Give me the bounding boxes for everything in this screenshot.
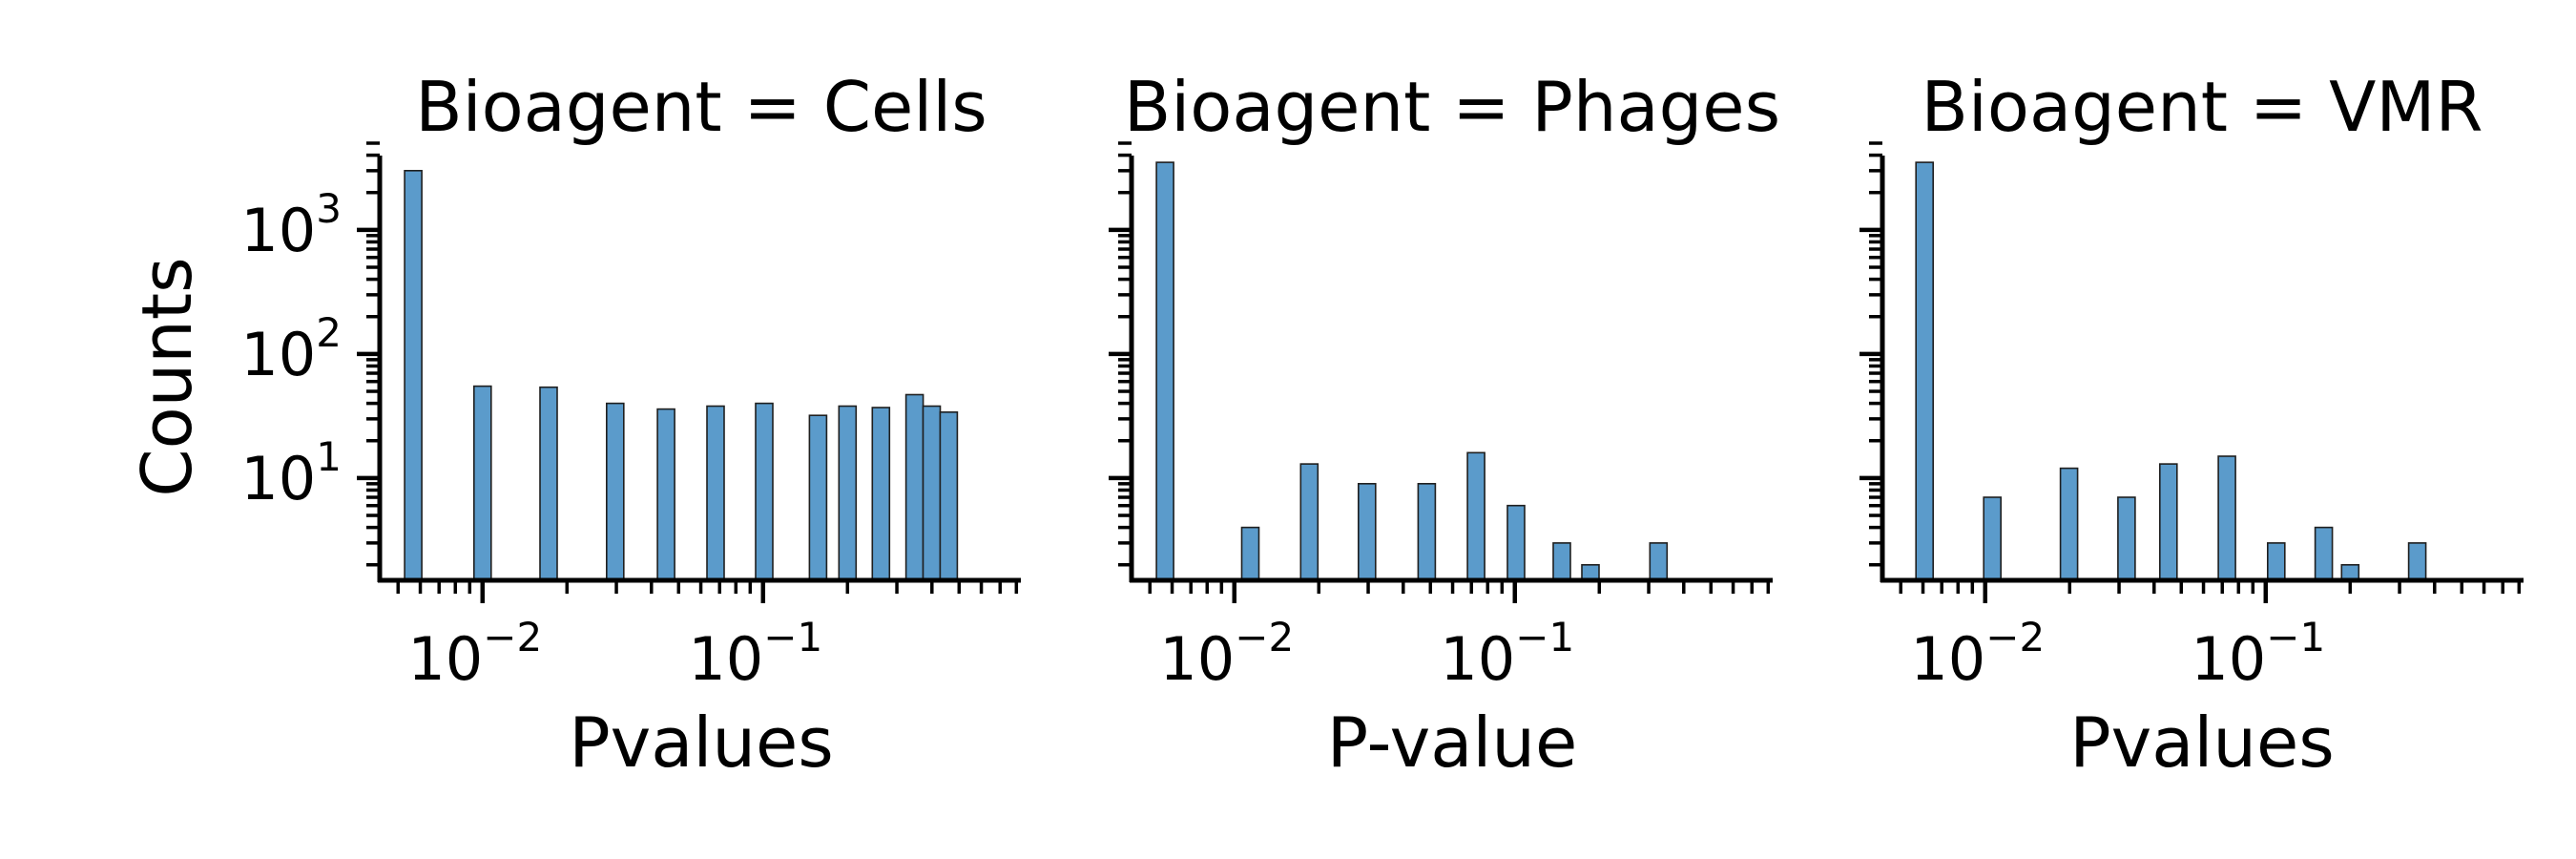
facet-title: Bioagent = Phages bbox=[1124, 67, 1780, 147]
histogram-bar bbox=[1649, 542, 1669, 581]
y-tick-label: 102 bbox=[240, 309, 342, 389]
histogram-bar bbox=[904, 393, 924, 581]
histogram-bar bbox=[2314, 526, 2334, 581]
y-axis-label: Counts bbox=[127, 257, 207, 496]
histogram-bar bbox=[755, 402, 774, 581]
plot-area: 10−2 10−1 bbox=[1859, 141, 2524, 694]
x-tick-label: 10−1 bbox=[2191, 614, 2325, 694]
x-tick-label: 10−2 bbox=[1159, 614, 1294, 694]
histogram-bar bbox=[706, 405, 725, 581]
histogram-bar bbox=[1358, 482, 1377, 581]
x-tick-label: 10−2 bbox=[407, 614, 542, 694]
facet-vmr: Bioagent = VMR Pvalues 10−2 10−1 bbox=[1859, 67, 2524, 783]
histogram-bar bbox=[2117, 496, 2136, 581]
plot-area: 10−2 10−1 101 102 103 bbox=[240, 141, 1021, 694]
x-tick-label: 10−1 bbox=[1440, 614, 1574, 694]
histogram-bar bbox=[1299, 463, 1319, 581]
histogram-bar bbox=[922, 405, 942, 581]
histogram-bar bbox=[2217, 455, 2236, 581]
histogram-bar bbox=[2407, 542, 2427, 581]
histogram-bar bbox=[1155, 161, 1174, 581]
histogram-bar bbox=[1506, 504, 1526, 581]
facet-title: Bioagent = VMR bbox=[1922, 67, 2483, 147]
x-axis-label: Pvalues bbox=[2069, 702, 2335, 783]
histogram-bar bbox=[2059, 467, 2079, 581]
histogram-bar bbox=[808, 414, 828, 581]
histogram-bar bbox=[2159, 463, 2178, 581]
histogram-bar bbox=[1983, 496, 2002, 581]
y-tick-label: 103 bbox=[240, 185, 342, 265]
histogram-bar bbox=[472, 385, 492, 581]
histogram-bar bbox=[1552, 542, 1571, 581]
histogram-bar bbox=[539, 386, 558, 581]
histogram-bar bbox=[2267, 542, 2286, 581]
facet-phages: Bioagent = Phages P-value 10−2 10−1 bbox=[1109, 67, 1780, 783]
histogram-bar bbox=[605, 402, 625, 581]
x-tick-label: 10−2 bbox=[1910, 614, 2045, 694]
histogram-bar bbox=[871, 407, 891, 581]
histogram-bar bbox=[656, 408, 675, 581]
histogram-bar bbox=[404, 170, 423, 581]
histogram-bar bbox=[1240, 526, 1260, 581]
histogram-bar bbox=[1915, 161, 1934, 581]
facet-title: Bioagent = Cells bbox=[415, 67, 987, 147]
histogram-bar bbox=[838, 405, 858, 581]
x-tick-label: 10−1 bbox=[688, 614, 822, 694]
facet-cells: Bioagent = Cells Counts Pvalues 10−2 10−1… bbox=[127, 67, 1021, 783]
histogram-bar bbox=[1417, 482, 1437, 581]
histogram-bar bbox=[1466, 451, 1485, 581]
plot-area: 10−2 10−1 bbox=[1109, 141, 1773, 694]
x-axis-label: P-value bbox=[1327, 702, 1578, 783]
x-axis-label: Pvalues bbox=[569, 702, 834, 783]
y-tick-label: 101 bbox=[240, 433, 342, 513]
histogram-bar bbox=[939, 410, 959, 581]
